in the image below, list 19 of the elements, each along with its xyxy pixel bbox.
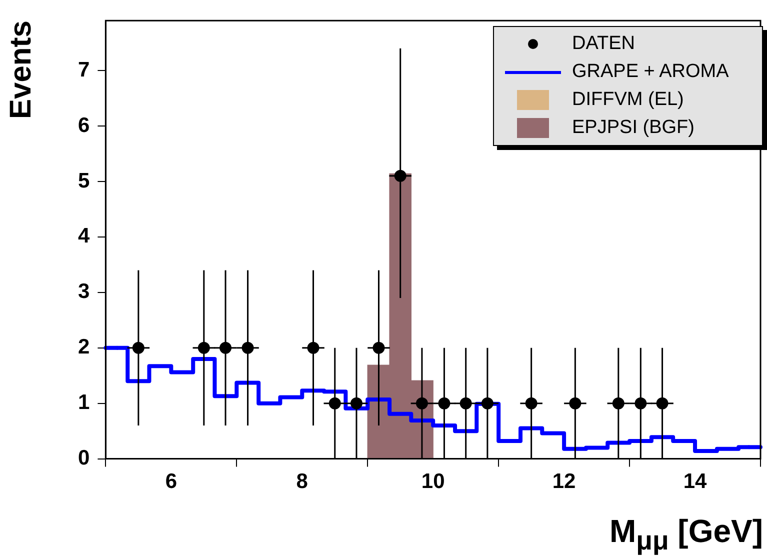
legend-label: GRAPE + AROMA bbox=[572, 61, 729, 83]
legend-label: EPJPSI (BGF) bbox=[572, 117, 694, 139]
y-tick-label: 4 bbox=[78, 224, 90, 248]
x-tick-label: 12 bbox=[552, 470, 576, 494]
y-tick-label: 0 bbox=[78, 446, 90, 470]
x-tick-label: 14 bbox=[683, 470, 708, 494]
y-tick-label: 5 bbox=[78, 169, 90, 192]
x-tick-label: 10 bbox=[421, 470, 445, 494]
y-tick-label: 6 bbox=[78, 114, 90, 137]
y-tick-label: 1 bbox=[78, 391, 90, 414]
y-axis-title: Events bbox=[4, 20, 38, 119]
legend-label: DIFFVM (EL) bbox=[572, 89, 684, 111]
x-tick-label: 8 bbox=[296, 470, 308, 494]
y-tick-label: 7 bbox=[78, 58, 90, 82]
legend-label: DATEN bbox=[572, 33, 635, 55]
x-axis-title: M$_{μμ}$ [GeV] bbox=[609, 512, 763, 556]
y-tick-label: 2 bbox=[78, 336, 90, 359]
x-tick-label: 6 bbox=[165, 470, 178, 494]
y-tick-label: 3 bbox=[78, 280, 90, 304]
